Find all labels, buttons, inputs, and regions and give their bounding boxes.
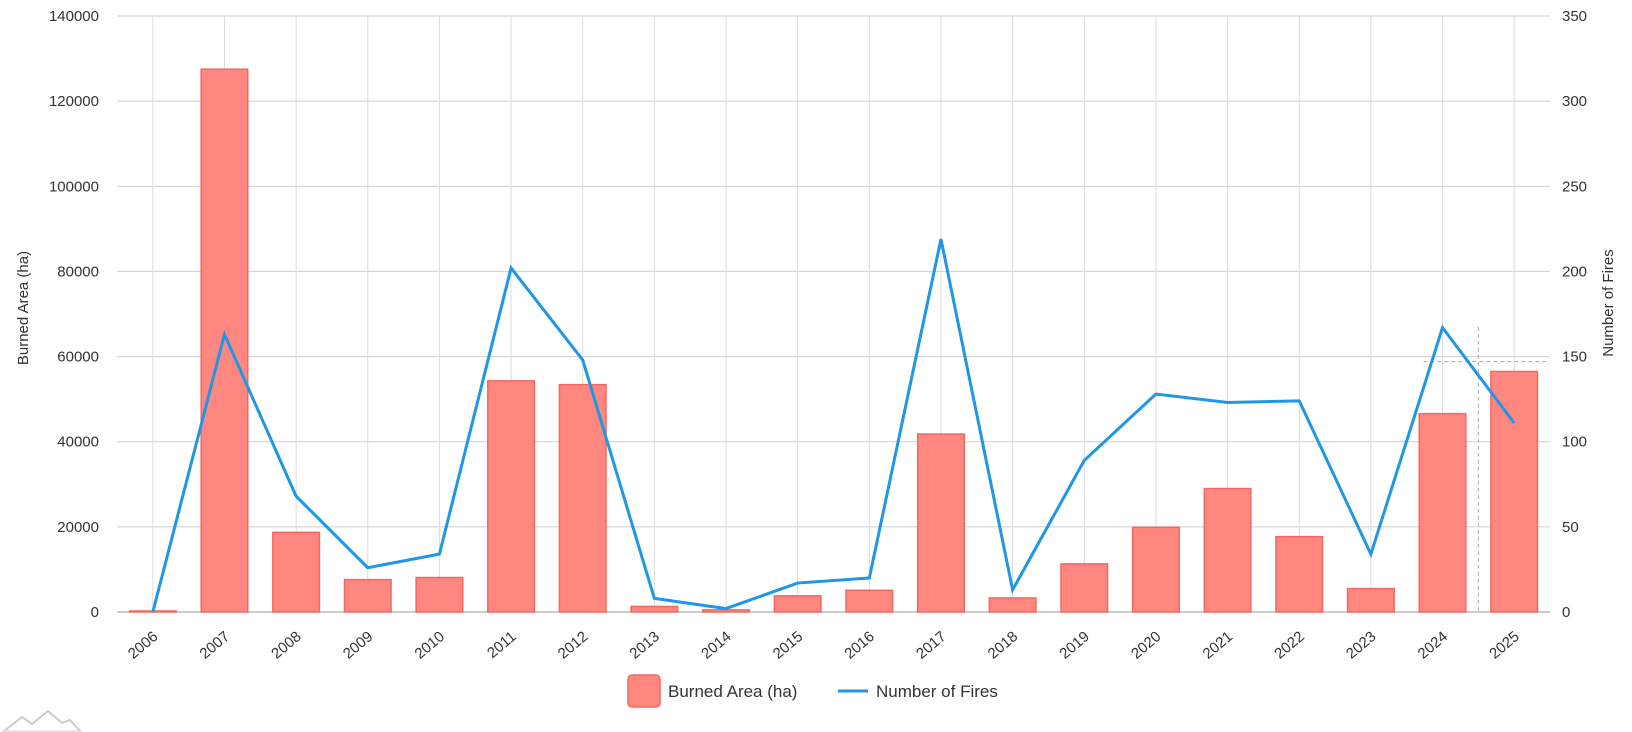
- fires-line-path[interactable]: [151, 238, 1516, 613]
- legend-item-number-of-fires[interactable]: Number of Fires: [838, 682, 998, 701]
- bar-2022[interactable]: [1275, 535, 1324, 613]
- x-tick-label: 2015: [770, 628, 806, 662]
- bar-2021[interactable]: [1203, 487, 1252, 613]
- x-tick-label: 2007: [197, 628, 233, 662]
- bar-2013[interactable]: [630, 605, 679, 613]
- left-tick-label: 0: [91, 604, 99, 621]
- left-axis-title: Burned Area (ha): [15, 251, 32, 365]
- bar-2011[interactable]: [487, 380, 536, 613]
- x-tick-label: 2018: [985, 628, 1021, 662]
- right-tick-label: 300: [1562, 93, 1587, 110]
- x-tick-label: 2010: [412, 628, 448, 662]
- x-tick-label: 2017: [913, 628, 949, 662]
- bar-2017[interactable]: [916, 433, 966, 613]
- left-tick-label: 60000: [57, 349, 99, 366]
- x-tick-label: 2016: [841, 628, 877, 662]
- x-tick-label: 2011: [484, 628, 520, 662]
- bar-2008[interactable]: [272, 531, 321, 613]
- x-tick-label: 2022: [1271, 628, 1307, 662]
- x-axis-ticks: 2006 2007 2008 2009 2010 2011 2012 2013 2014 2015…: [125, 628, 1523, 662]
- x-tick-label: 2009: [340, 628, 376, 662]
- legend-label-burned-area: Burned Area (ha): [668, 682, 797, 701]
- left-tick-label: 20000: [57, 519, 99, 536]
- left-tick-label: 120000: [49, 93, 99, 110]
- bar-2012[interactable]: [558, 383, 607, 613]
- right-tick-label: 0: [1562, 604, 1570, 621]
- x-tick-label: 2020: [1128, 628, 1164, 662]
- chart-cursor: [1423, 326, 1550, 612]
- legend: Burned Area (ha) Number of Fires: [627, 674, 998, 708]
- left-tick-label: 40000: [57, 434, 99, 451]
- bar-2023[interactable]: [1346, 587, 1395, 613]
- left-tick-label: 140000: [49, 8, 99, 25]
- x-tick-label: 2025: [1486, 628, 1522, 662]
- burned-area-bars: [128, 68, 1539, 613]
- x-tick-label: 2006: [125, 628, 161, 662]
- bar-2019[interactable]: [1060, 563, 1109, 613]
- legend-label-number-of-fires: Number of Fires: [876, 682, 998, 701]
- bar-2016[interactable]: [845, 589, 894, 613]
- right-tick-label: 150: [1562, 349, 1587, 366]
- bar-2014[interactable]: [701, 609, 751, 613]
- number-of-fires-line: [151, 238, 1516, 613]
- x-tick-label: 2024: [1415, 628, 1451, 662]
- legend-swatch-burned-area: [627, 674, 661, 708]
- x-tick-label: 2014: [698, 628, 734, 662]
- bar-2010[interactable]: [415, 576, 464, 613]
- bar-2007[interactable]: [200, 68, 249, 613]
- right-tick-label: 250: [1562, 178, 1587, 195]
- right-tick-label: 200: [1562, 263, 1587, 280]
- x-tick-label: 2012: [555, 628, 591, 662]
- left-tick-label: 100000: [49, 178, 99, 195]
- left-axis-ticks: 0 20000 40000 60000 80000 100000 120000 140000: [49, 8, 99, 621]
- right-tick-label: 50: [1562, 519, 1579, 536]
- right-axis-title: Number of Fires: [1600, 249, 1617, 357]
- x-tick-label: 2013: [626, 628, 662, 662]
- x-tick-label: 2023: [1343, 628, 1379, 662]
- bar-2024[interactable]: [1418, 412, 1467, 613]
- bar-2025[interactable]: [1490, 370, 1539, 613]
- bar-2018[interactable]: [988, 597, 1037, 613]
- x-tick-label: 2008: [268, 628, 304, 662]
- left-tick-label: 80000: [57, 263, 99, 280]
- legend-item-burned-area[interactable]: Burned Area (ha): [627, 674, 797, 708]
- right-tick-label: 350: [1562, 8, 1587, 25]
- bar-2009[interactable]: [343, 578, 392, 613]
- bar-2015[interactable]: [773, 595, 822, 613]
- bar-2020[interactable]: [1131, 526, 1180, 613]
- x-tick-label: 2021: [1200, 628, 1236, 662]
- right-tick-label: 100: [1562, 434, 1587, 451]
- right-axis-ticks: 0 50 100 150 200 250 300 350: [1562, 8, 1587, 621]
- grid-lines: [117, 15, 1550, 613]
- x-tick-label: 2019: [1056, 628, 1092, 662]
- mountain-logo-icon: [2, 709, 82, 732]
